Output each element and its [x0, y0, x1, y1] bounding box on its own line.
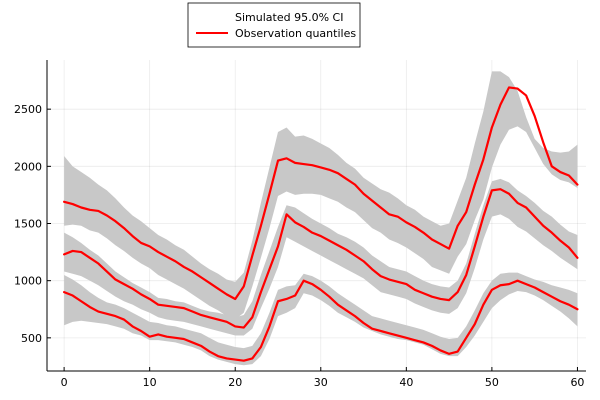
x-tick-label: 30: [314, 376, 328, 389]
middle-quantile-line: [63, 188, 579, 329]
upper-quantile-line: [63, 86, 579, 301]
y-tick-label: 2000: [14, 160, 42, 173]
y-tick-label: 500: [21, 332, 42, 345]
x-tick-label: 50: [485, 376, 499, 389]
middle-ci-band: [64, 178, 578, 336]
y-tick-label: 1500: [14, 218, 42, 231]
x-tick-label: 20: [228, 376, 242, 389]
y-tick-label: 2500: [14, 103, 42, 116]
upper-ci-band: [64, 71, 578, 320]
legend-layer: Simulated 95.0% CI Observation quantiles: [187, 2, 361, 48]
line-layer: [63, 86, 579, 362]
lower-quantile-line: [63, 279, 579, 362]
x-tick-label: 60: [570, 376, 584, 389]
legend-label: Observation quantiles: [235, 27, 356, 40]
x-tick-label: 0: [61, 376, 68, 389]
legend-label: Simulated 95.0% CI: [235, 11, 343, 24]
axis-layer: 0 10 20 30 40 50 60 500 1000 1500 2000 2500: [14, 60, 586, 389]
x-tick-label: 40: [399, 376, 413, 389]
x-tick-label: 10: [143, 376, 157, 389]
y-tick-label: 1000: [14, 275, 42, 288]
legend-box: [187, 2, 361, 48]
